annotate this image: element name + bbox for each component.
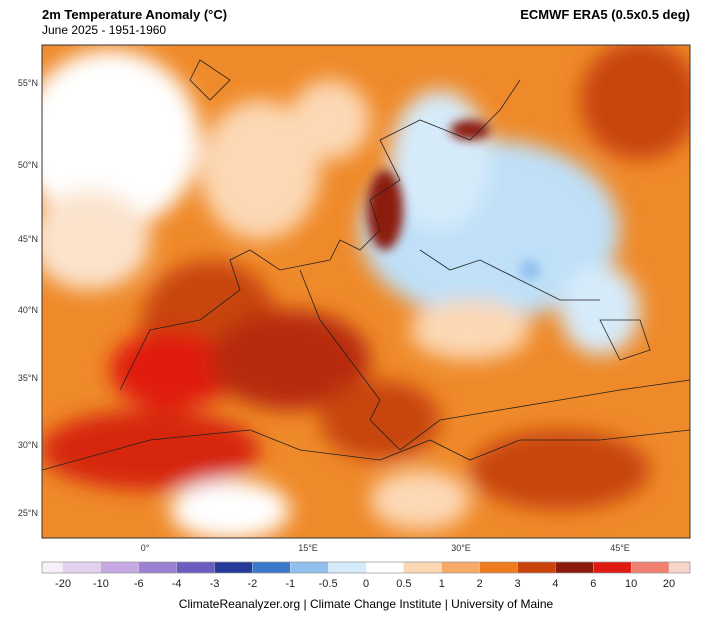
colorbar-label: -10 [93,578,109,590]
colorbar-label: 20 [663,578,675,590]
colorbar-swatch [214,561,253,574]
lat-label: 45°N [18,234,38,244]
lat-label: 50°N [18,160,38,170]
lat-label: 30°N [18,440,38,450]
colorbar-label: -3 [210,578,220,590]
colorbar-frame [41,561,691,574]
colorbar-label: 10 [625,578,637,590]
colorbar-label: 3 [514,578,520,590]
colorbar-swatch [517,561,556,574]
lon-label: 45°E [610,543,630,553]
lon-labels: 0° 15°E 30°E 45°E [141,543,630,553]
colorbar-swatch [403,561,442,574]
colorbar-label: 1 [439,578,445,590]
colorbar-swatch [176,561,215,574]
colorbar-label: -4 [172,578,182,590]
dataset: ECMWF ERA5 (0.5x0.5 deg) [520,7,690,22]
subtitle: June 2025 - 1951-1960 [42,23,166,37]
lat-label: 35°N [18,373,38,383]
credit: ClimateReanalyzer.org | Climate Change I… [179,597,554,611]
colorbar-label: 0 [363,578,369,590]
colorbar-swatch [290,561,329,574]
colorbar-label: -0.5 [319,578,338,590]
colorbar-swatch [138,561,177,574]
colorbar-swatch [252,561,291,574]
lon-label: 0° [141,543,150,553]
lat-label: 40°N [18,305,38,315]
colorbar-swatch [62,561,102,574]
colorbar-swatch [441,561,480,574]
map-frame [41,44,691,539]
colorbar-swatch [668,561,691,574]
colorbar-swatch [100,561,139,574]
lat-label: 25°N [18,508,38,518]
colorbar-label: -6 [134,578,144,590]
colorbar-swatch [365,561,405,574]
colorbar-label: -1 [285,578,295,590]
colorbar-swatch [327,561,367,574]
lon-label: 30°E [451,543,471,553]
lon-label: 15°E [298,543,318,553]
colorbar-label: 6 [590,578,596,590]
colorbar-label: 2 [477,578,483,590]
map [42,45,690,538]
lat-labels: 55°N 50°N 45°N 40°N 35°N 30°N 25°N [18,78,38,518]
colorbar-swatch [41,561,64,574]
colorbar-swatch [593,561,632,574]
colorbar-label: 4 [552,578,558,590]
colorbar-label: 0.5 [396,578,411,590]
lat-label: 55°N [18,78,38,88]
colorbar-label: -20 [55,578,71,590]
title: 2m Temperature Anomaly (°C) [42,7,227,22]
colorbar-swatch [555,561,594,574]
colorbar-label: -2 [247,578,257,590]
colorbar: -20 -10 -6 -4 -3 -2 -1 -0.5 0 0.5 1 2 3 4 6 10 20 [41,561,691,590]
colorbar-swatch [479,561,518,574]
colorbar-swatch [630,561,670,574]
